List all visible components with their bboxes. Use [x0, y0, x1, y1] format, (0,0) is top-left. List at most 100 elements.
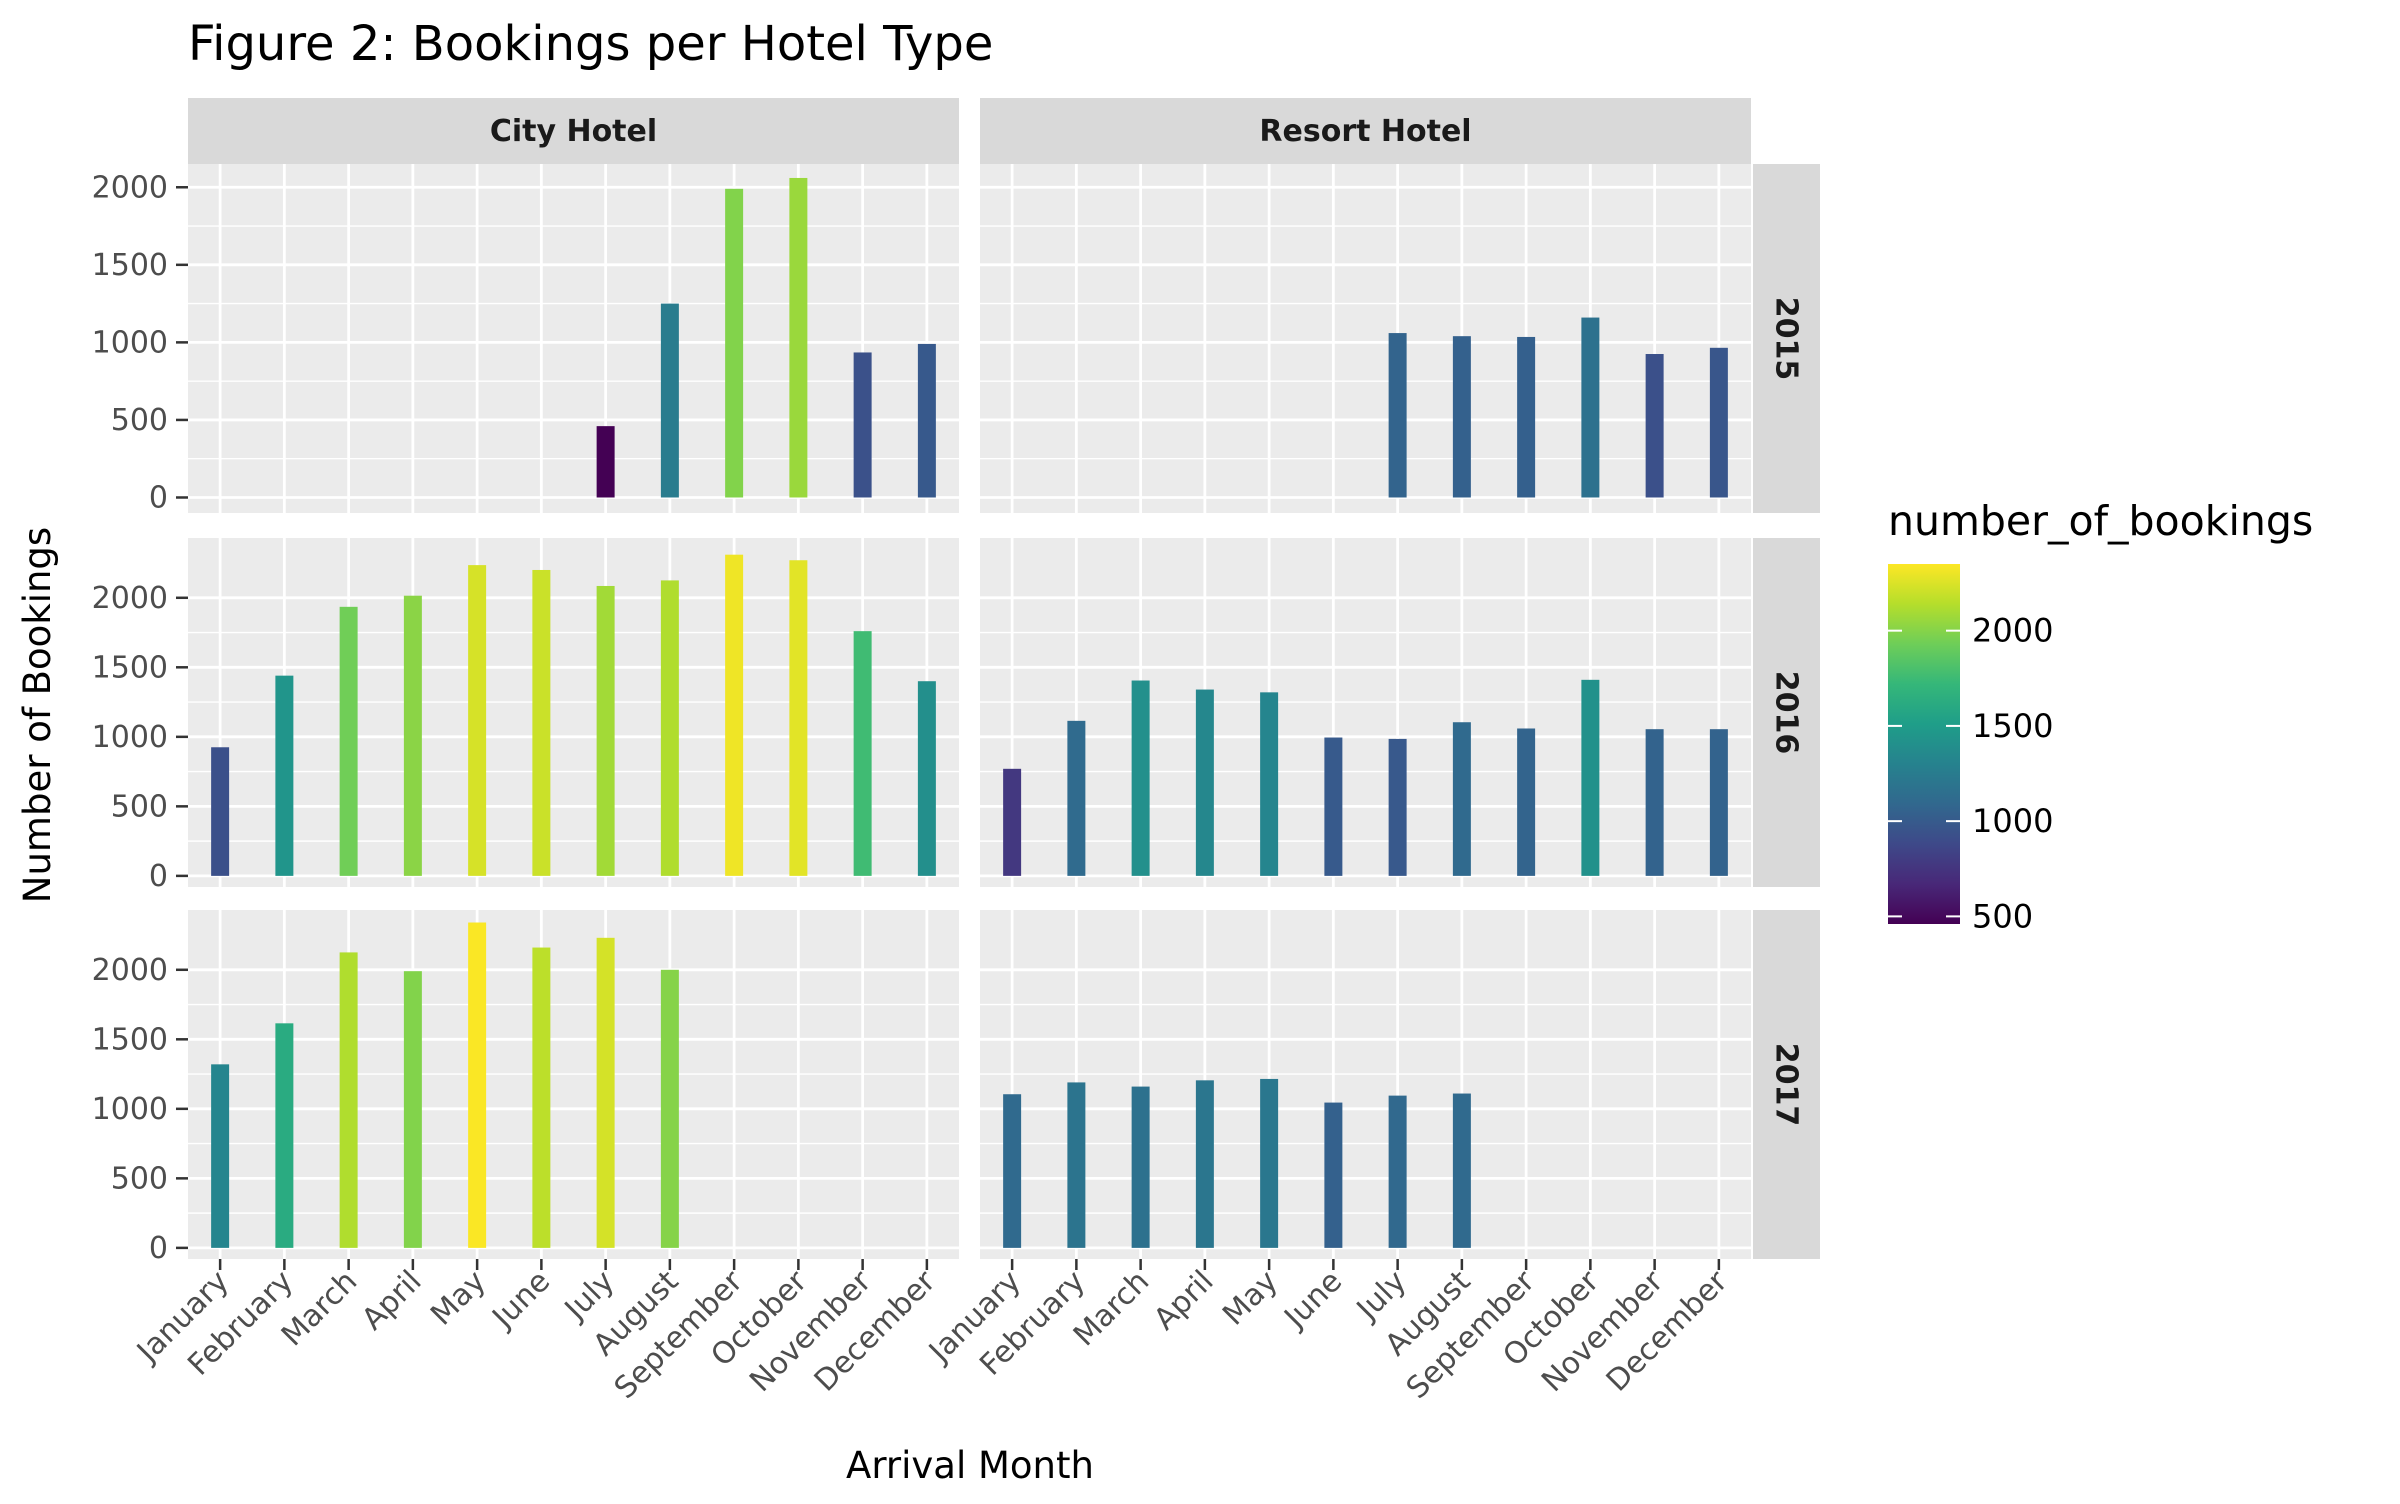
- bar-resort-hotel-2017-january: [1003, 1094, 1022, 1248]
- bar-city-hotel-2016-september: [725, 554, 744, 876]
- bar-resort-hotel-2017-april: [1195, 1080, 1214, 1248]
- bar-city-hotel-2017-april: [403, 971, 422, 1248]
- y-tick-label: 0: [149, 1231, 168, 1266]
- y-tick-label: 500: [111, 403, 168, 438]
- strip-resort-hotel: [980, 98, 1751, 164]
- panel-city-hotel-2016: [188, 538, 959, 887]
- bar-city-hotel-2017-june: [532, 947, 551, 1248]
- bar-city-hotel-2015-september: [725, 188, 744, 498]
- bar-city-hotel-2017-may: [468, 922, 487, 1248]
- bar-resort-hotel-2016-october: [1581, 679, 1600, 876]
- y-tick-label: 500: [111, 1161, 168, 1196]
- bar-city-hotel-2017-august: [660, 969, 679, 1248]
- color-legend: 500 1000 1500 2000: [1888, 564, 2053, 935]
- facet-panels: City Hotel Resort Hotel 2015 0 500 1000 1500 20…: [92, 98, 1820, 1406]
- bar-city-hotel-2016-july: [596, 585, 615, 876]
- strip-label-year-2015: 2015: [1769, 297, 1804, 381]
- bar-resort-hotel-2016-november: [1645, 729, 1664, 876]
- x-axis-label: Arrival Month: [846, 1444, 1094, 1487]
- bar-resort-hotel-2017-august: [1452, 1093, 1471, 1248]
- strip-label-year-2016: 2016: [1769, 671, 1804, 755]
- bar-city-hotel-2016-november: [853, 631, 872, 876]
- panel-background: [188, 538, 959, 887]
- strip-city-hotel: [188, 98, 959, 164]
- bar-city-hotel-2016-june: [532, 569, 551, 876]
- bar-resort-hotel-2016-july: [1388, 738, 1407, 876]
- chart-title: Figure 2: Bookings per Hotel Type: [188, 16, 993, 72]
- bar-resort-hotel-2015-september: [1517, 336, 1536, 498]
- y-tick-label: 0: [149, 480, 168, 515]
- y-tick-label: 0: [149, 859, 168, 894]
- y-axis-label: Number of Bookings: [16, 527, 59, 903]
- bar-city-hotel-2017-march: [339, 952, 358, 1248]
- bar-city-hotel-2016-february: [275, 675, 294, 876]
- bar-resort-hotel-2016-september: [1517, 728, 1536, 876]
- bar-resort-hotel-2017-may: [1260, 1078, 1279, 1248]
- panel-resort-hotel-2016: [980, 538, 1751, 887]
- bar-city-hotel-2015-october: [789, 177, 808, 498]
- legend-colorbar: [1888, 564, 1960, 924]
- bar-resort-hotel-2017-june: [1324, 1102, 1343, 1248]
- panel-city-hotel-2017: [188, 910, 959, 1259]
- y-tick-label: 1000: [92, 1092, 168, 1127]
- y-tick-label: 1000: [92, 720, 168, 755]
- bar-city-hotel-2016-january: [211, 747, 230, 876]
- panel-background: [980, 164, 1751, 513]
- y-tick-label: 1500: [92, 1022, 168, 1057]
- bar-resort-hotel-2016-june: [1324, 737, 1343, 876]
- bar-resort-hotel-2016-february: [1067, 720, 1086, 876]
- panel-background: [980, 538, 1751, 887]
- strip-year-2016: [1753, 538, 1820, 887]
- strip-label-year-2017: 2017: [1769, 1043, 1804, 1127]
- panel-background: [188, 164, 959, 513]
- bar-resort-hotel-2016-december: [1709, 729, 1728, 876]
- bar-city-hotel-2015-december: [917, 343, 936, 498]
- legend-tick-label: 2000: [1972, 612, 2053, 650]
- bar-city-hotel-2016-august: [660, 580, 679, 876]
- bar-resort-hotel-2015-august: [1452, 336, 1471, 498]
- bar-city-hotel-2015-august: [660, 303, 679, 498]
- bar-city-hotel-2017-february: [275, 1023, 294, 1248]
- legend-tick-label: 500: [1972, 897, 2033, 935]
- bar-resort-hotel-2016-march: [1131, 680, 1150, 876]
- y-tick-label: 1500: [92, 650, 168, 685]
- bar-resort-hotel-2015-december: [1709, 347, 1728, 498]
- strip-year-2017: [1753, 910, 1820, 1259]
- bar-resort-hotel-2016-august: [1452, 722, 1471, 876]
- legend-tick-label: 1000: [1972, 802, 2053, 840]
- bar-resort-hotel-2016-may: [1260, 692, 1279, 876]
- panel-city-hotel-2015: [188, 164, 959, 513]
- bar-resort-hotel-2016-april: [1195, 689, 1214, 876]
- y-tick-label: 2000: [92, 581, 168, 616]
- strip-label-city-hotel: City Hotel: [490, 114, 657, 149]
- strip-label-resort-hotel: Resort Hotel: [1259, 114, 1471, 149]
- y-tick-label: 500: [111, 789, 168, 824]
- bar-city-hotel-2016-april: [403, 595, 422, 876]
- y-tick-label: 1500: [92, 248, 168, 283]
- bar-city-hotel-2015-november: [853, 352, 872, 498]
- bar-resort-hotel-2017-july: [1388, 1095, 1407, 1248]
- y-tick-label: 2000: [92, 953, 168, 988]
- legend-tick-label: 1500: [1972, 707, 2053, 745]
- panel-resort-hotel-2017: [980, 910, 1751, 1259]
- bar-city-hotel-2016-december: [917, 681, 936, 876]
- panel-background: [188, 910, 959, 1259]
- bar-city-hotel-2016-october: [789, 560, 808, 876]
- bar-resort-hotel-2017-february: [1067, 1082, 1086, 1248]
- bar-city-hotel-2016-march: [339, 606, 358, 876]
- bar-resort-hotel-2015-november: [1645, 354, 1664, 498]
- bar-resort-hotel-2016-january: [1003, 768, 1022, 876]
- bar-city-hotel-2017-january: [211, 1064, 230, 1248]
- bar-city-hotel-2017-july: [596, 937, 615, 1248]
- y-tick-label: 1000: [92, 325, 168, 360]
- bar-city-hotel-2015-july: [596, 426, 615, 498]
- panel-resort-hotel-2015: [980, 164, 1751, 513]
- bar-resort-hotel-2017-march: [1131, 1086, 1150, 1248]
- legend-title: number_of_bookings: [1888, 497, 2313, 545]
- bar-city-hotel-2016-may: [468, 565, 487, 876]
- bar-resort-hotel-2015-july: [1388, 333, 1407, 498]
- y-tick-label: 2000: [92, 170, 168, 205]
- strip-year-2015: [1753, 164, 1820, 513]
